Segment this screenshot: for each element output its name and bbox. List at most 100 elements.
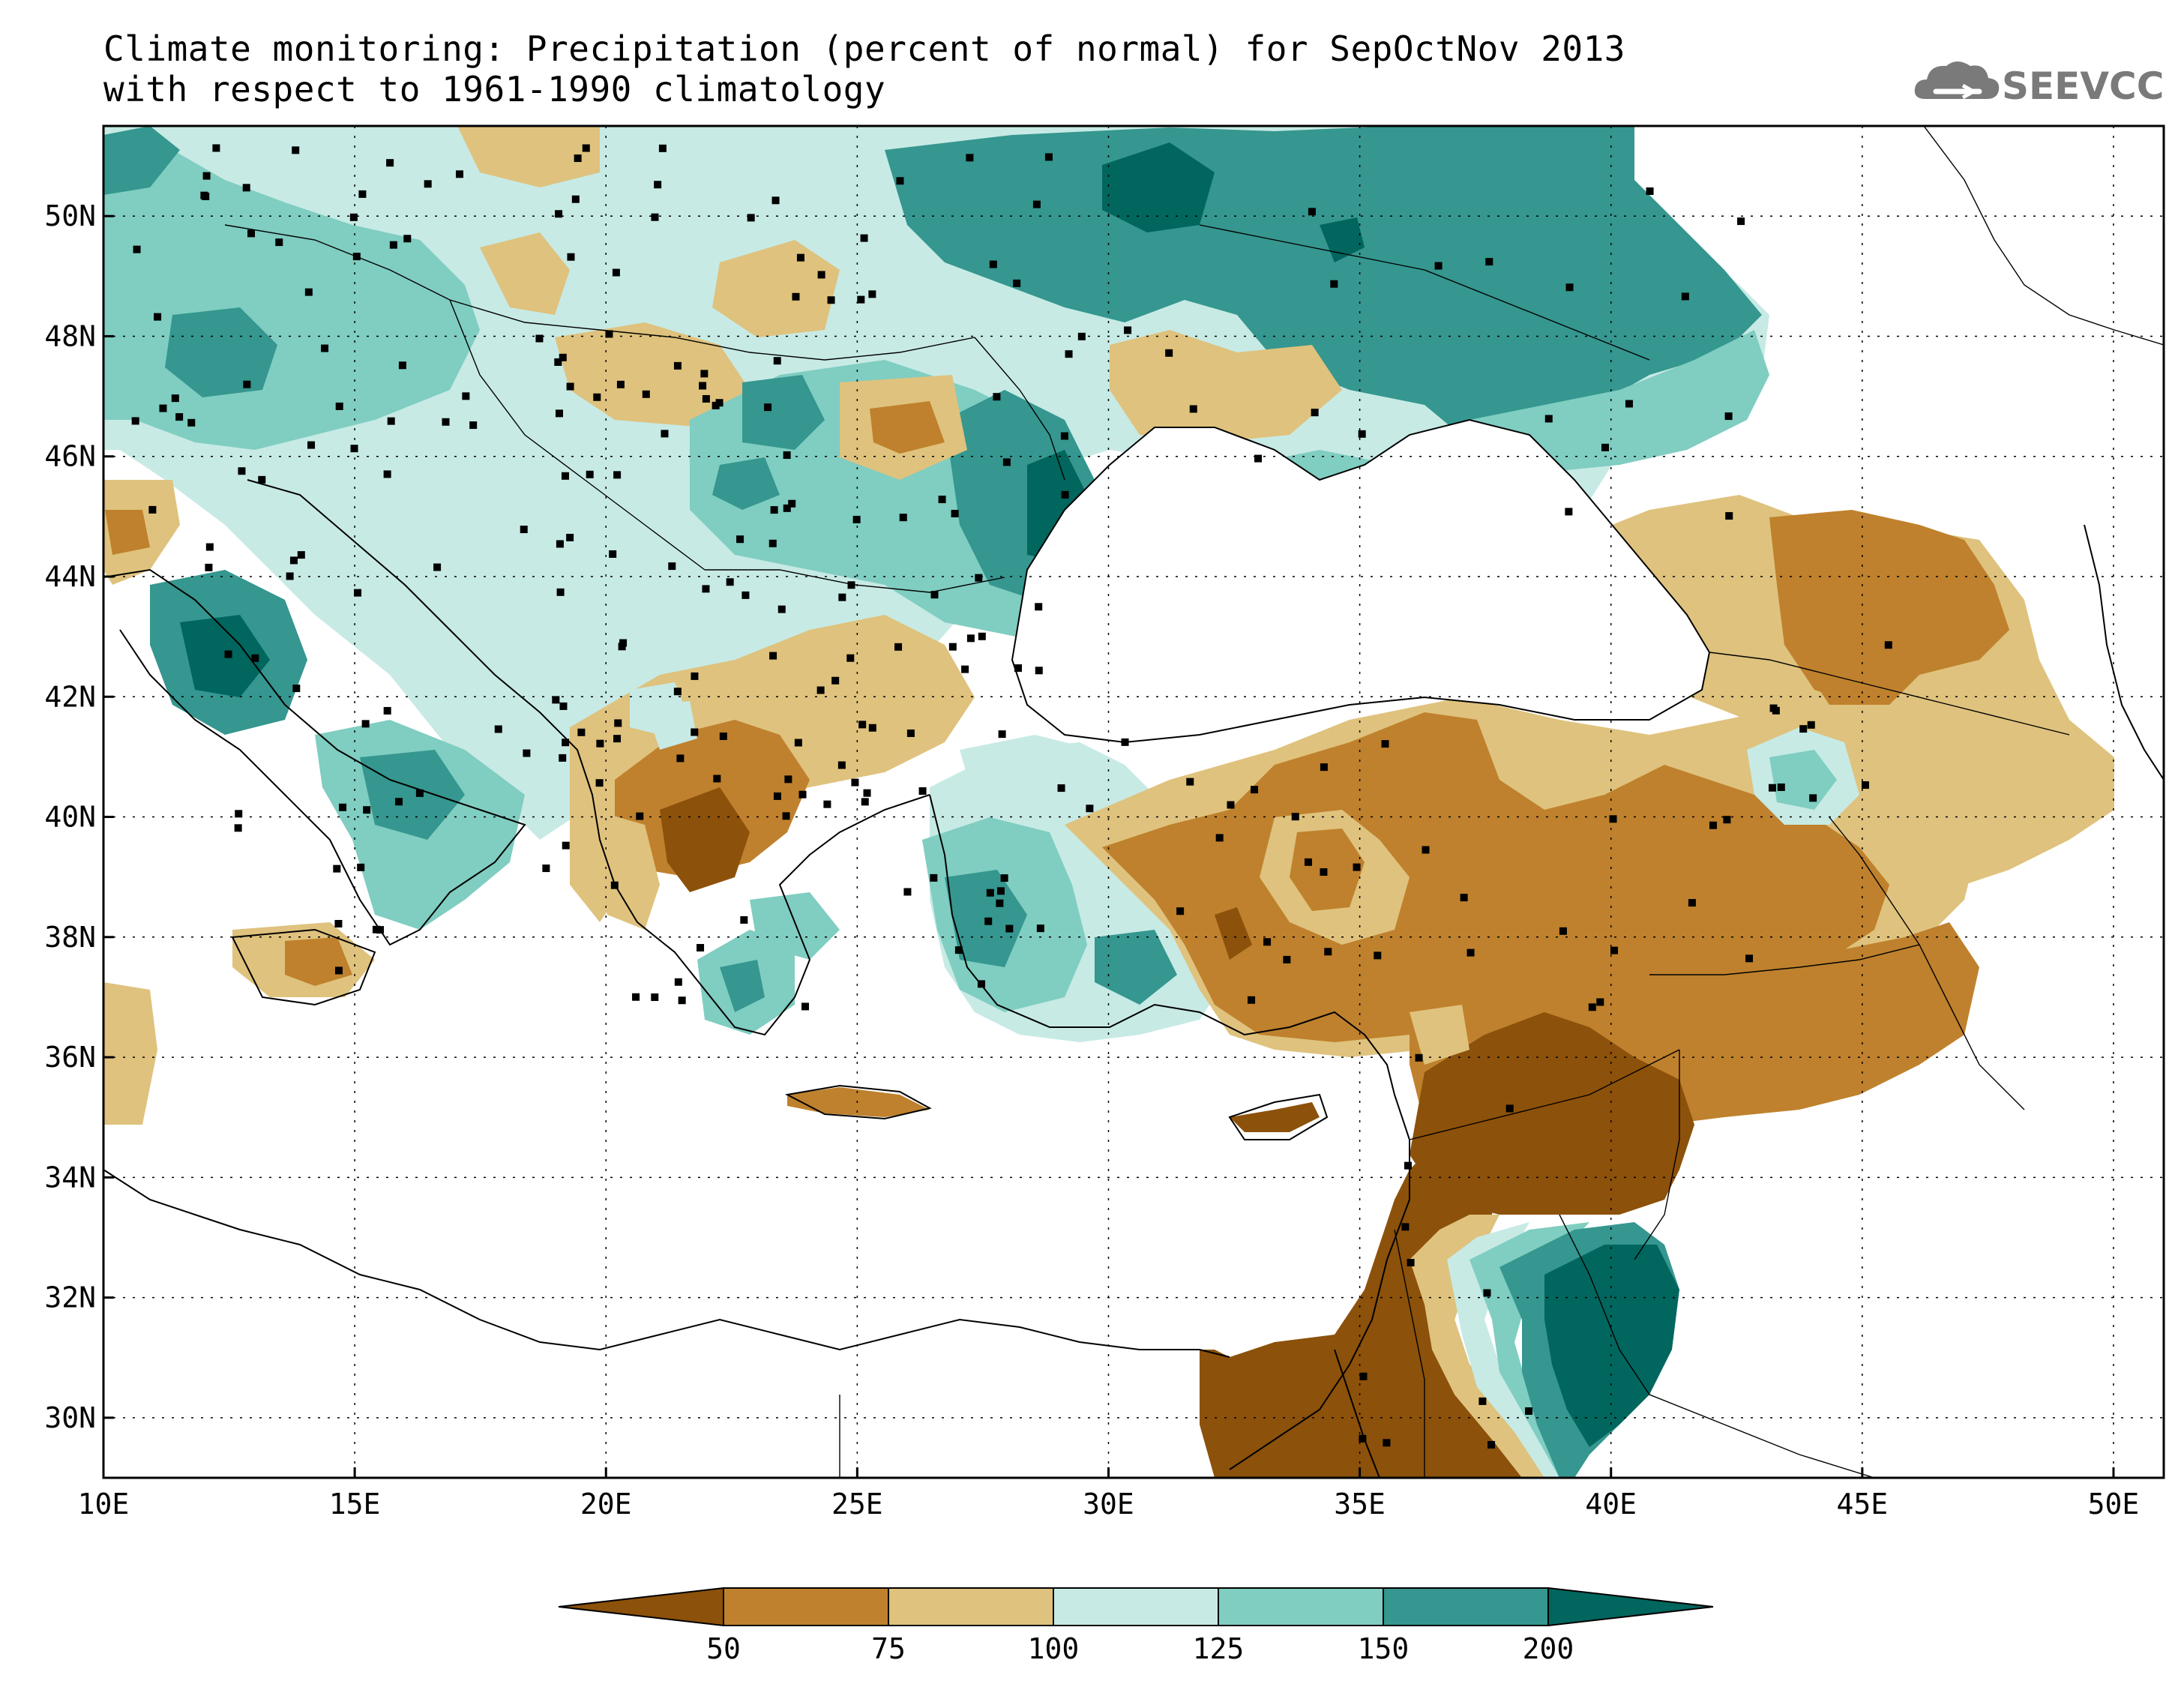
station-marker: [131, 417, 139, 425]
africa-coast: [103, 1169, 1230, 1358]
station-marker: [1189, 405, 1197, 413]
station-marker: [618, 643, 626, 651]
region-istanbul-100-125: [960, 735, 1095, 810]
station-marker: [613, 735, 622, 743]
map-subtitle: with respect to 1961-1990 climatology: [103, 69, 886, 109]
colorbar-segment: [723, 1587, 889, 1626]
station-marker: [798, 790, 807, 799]
station-marker: [998, 730, 1006, 739]
station-marker: [614, 719, 622, 727]
region-thessaly-below-50: [660, 787, 750, 892]
station-marker: [1121, 738, 1129, 746]
italy-outline: [103, 568, 526, 946]
station-marker: [552, 696, 560, 704]
station-marker: [1036, 924, 1044, 933]
station-marker: [773, 792, 781, 800]
station-marker: [433, 563, 442, 571]
station-marker: [1060, 432, 1068, 440]
station-marker: [702, 585, 710, 593]
station-marker: [1005, 924, 1014, 933]
station-marker: [1353, 863, 1361, 871]
station-marker: [1544, 415, 1553, 423]
colorbar-segment: [1383, 1587, 1549, 1626]
y-tick-label: 40N: [44, 801, 96, 834]
station-marker: [702, 394, 710, 403]
station-marker: [1381, 740, 1389, 748]
station-marker: [768, 539, 777, 547]
station-marker: [286, 572, 294, 580]
y-tick-label: 38N: [44, 921, 96, 954]
colorbar-label: 50: [706, 1632, 741, 1665]
station-marker: [612, 268, 620, 277]
station-marker: [363, 806, 371, 814]
x-tick-label: 25E: [831, 1488, 883, 1521]
station-marker: [455, 170, 463, 178]
grid-lines: [103, 126, 2164, 1478]
border-4: [974, 337, 1065, 481]
adriatic-east-coast: [247, 479, 638, 923]
station-marker: [1061, 490, 1069, 499]
station-marker: [335, 402, 343, 410]
station-marker: [783, 504, 791, 512]
station-marker: [1035, 667, 1043, 675]
station-marker: [1254, 454, 1263, 463]
station-marker: [851, 778, 859, 787]
station-marker: [1304, 858, 1312, 866]
x-tick-label: 30E: [1083, 1488, 1134, 1521]
station-marker: [852, 515, 861, 523]
region-kyiv-core: [937, 172, 1020, 225]
station-marker: [673, 361, 682, 370]
station-marker: [258, 475, 266, 484]
station-marker: [678, 996, 686, 1005]
station-marker: [394, 798, 403, 806]
station-marker: [863, 789, 871, 797]
colorbar-segment: [558, 1587, 724, 1627]
station-marker: [930, 873, 938, 882]
station-marker: [770, 506, 778, 514]
station-marker: [334, 966, 343, 975]
y-tick-label: 46N: [44, 440, 96, 473]
station-marker: [243, 380, 251, 388]
station-marker: [133, 245, 141, 253]
station-marker: [238, 467, 246, 475]
station-marker: [1263, 938, 1272, 946]
station-marker: [736, 535, 744, 544]
station-marker: [1057, 784, 1065, 793]
region-italy-north-50-75: [105, 510, 150, 555]
station-marker: [304, 288, 313, 296]
station-marker: [827, 296, 835, 304]
region-konya-below-50: [1215, 907, 1252, 960]
station-marker: [1723, 816, 1731, 824]
station-marker: [961, 665, 969, 673]
y-tick-label: 36N: [44, 1041, 96, 1074]
station-marker: [1601, 443, 1609, 451]
station-marker: [212, 144, 220, 152]
station-marker: [658, 144, 667, 152]
station-marker: [747, 214, 755, 222]
border-14: [1923, 126, 2164, 346]
station-marker: [1559, 927, 1567, 935]
station-marker: [235, 810, 243, 818]
station-marker: [636, 812, 644, 820]
region-sardinia-africa-75-100: [103, 982, 157, 1125]
station-marker: [691, 672, 699, 680]
station-marker: [783, 451, 791, 459]
crete-outline: [784, 1084, 932, 1120]
station-marker: [1383, 1439, 1391, 1447]
station-marker: [571, 195, 580, 203]
map-title: Climate monitoring: Precipitation (perce…: [103, 28, 1625, 69]
station-marker: [289, 556, 298, 565]
region-austria-150-200: [165, 307, 277, 397]
station-marker: [559, 353, 567, 361]
station-marker: [816, 686, 825, 694]
station-marker: [903, 888, 912, 896]
region-levant-75-100: [1410, 1005, 1469, 1065]
station-marker: [1725, 512, 1733, 520]
station-marker: [1124, 326, 1132, 334]
station-marker: [668, 562, 676, 571]
station-marker: [403, 235, 412, 243]
station-marker: [858, 721, 867, 729]
station-marker: [251, 654, 259, 662]
station-marker: [674, 978, 682, 986]
